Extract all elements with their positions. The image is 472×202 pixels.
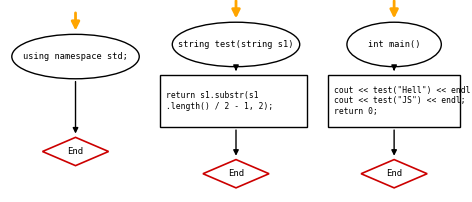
Bar (328, 75, 460, 127)
Text: return s1.substr(s1
.length() / 2 - 1, 2);: return s1.substr(s1 .length() / 2 - 1, 2… (166, 91, 273, 111)
Text: End: End (386, 169, 402, 178)
Text: cout << test("Hell") << endl;
cout << test("JS") << endl;
return 0;: cout << test("Hell") << endl; cout << te… (334, 86, 472, 116)
Text: End: End (228, 169, 244, 178)
Text: End: End (67, 147, 84, 156)
Text: using namespace std;: using namespace std; (23, 52, 128, 61)
Text: int main(): int main() (368, 40, 421, 49)
Bar (160, 75, 307, 127)
Text: string test(string s1): string test(string s1) (178, 40, 294, 49)
